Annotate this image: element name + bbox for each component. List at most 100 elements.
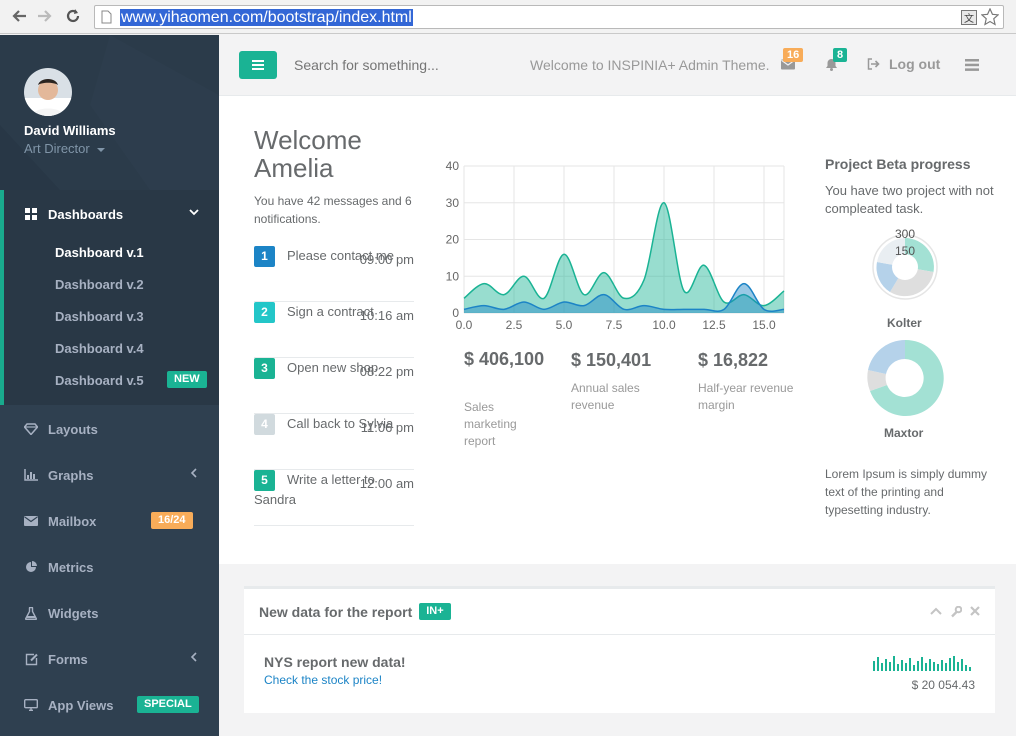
menu-dashboards-section	[0, 190, 219, 405]
report-badge: IN+	[419, 603, 451, 620]
sidebar-item-mailbox[interactable]: Mailbox	[0, 501, 219, 541]
wrench-icon[interactable]	[950, 606, 962, 618]
sidebar-item-label: Forms	[48, 651, 88, 667]
browser-toolbar: www.yihaomen.com/bootstrap/index.html 文	[0, 0, 1016, 34]
report-box-title: New data for the report IN+	[259, 603, 451, 620]
envelope-icon	[23, 514, 39, 528]
profile-name[interactable]: David Williams	[24, 123, 116, 138]
back-button[interactable]	[8, 5, 30, 27]
stat-label-annual: Annual sales revenue	[571, 381, 640, 412]
task-time: 10:16 am	[359, 308, 414, 323]
task-item[interactable]: 1 Please contact me 09:00 pm	[254, 246, 414, 302]
diamond-icon	[23, 422, 39, 436]
project-title: Project Beta progress	[825, 156, 971, 172]
series-line-0	[463, 201, 785, 307]
y-tick-label: 30	[446, 196, 460, 210]
x-tick-label: 10.0	[652, 318, 676, 332]
address-bar[interactable]: www.yihaomen.com/bootstrap/index.html 文	[94, 5, 1004, 29]
url-text[interactable]: www.yihaomen.com/bootstrap/index.html	[120, 9, 413, 26]
sidebar-subitem-dashboard-v1[interactable]: Dashboard v.1	[55, 245, 144, 260]
sidebar-subitem-dashboard-v5[interactable]: Dashboard v.5	[55, 373, 144, 388]
box-tools	[930, 606, 980, 618]
x-tick-label: 0.0	[456, 318, 473, 332]
avatar-image	[24, 68, 72, 116]
task-text: Open new shop	[287, 359, 379, 375]
bar-chart-icon	[23, 468, 39, 482]
reload-button[interactable]	[62, 5, 84, 27]
forward-button[interactable]	[34, 5, 56, 27]
profile-role-text[interactable]: Art Director	[24, 141, 90, 156]
sidebar-subitem-dashboard-v3[interactable]: Dashboard v.3	[55, 309, 144, 324]
task-number: 3	[254, 358, 275, 379]
sidebar-item-forms[interactable]: Forms	[0, 639, 219, 679]
chevron-up-icon[interactable]	[930, 606, 942, 616]
menu-toggle-button[interactable]	[239, 51, 277, 79]
mailbox-badge: 16/24	[151, 512, 193, 529]
task-text: Sign a contract	[287, 303, 374, 319]
desktop-icon	[23, 698, 39, 712]
page-icon	[101, 10, 112, 24]
task-item[interactable]: 2 Sign a contract 10:16 am	[254, 302, 414, 358]
task-item[interactable]: 5 Write a letter to Sandra 12:00 am	[254, 470, 414, 526]
sidebar-item-layouts[interactable]: Layouts	[0, 409, 219, 449]
y-tick-label: 40	[446, 159, 460, 173]
sidebar-item-app-views[interactable]: App Views	[0, 685, 219, 725]
sidebar-subitem-dashboard-v2[interactable]: Dashboard v.2	[55, 277, 144, 292]
sidebar-item-widgets[interactable]: Widgets	[0, 593, 219, 633]
main-content: Welcome Amelia You have 42 messages and …	[219, 96, 1016, 564]
search-input[interactable]	[294, 57, 494, 73]
right-sidebar-toggle[interactable]	[965, 59, 979, 71]
stock-price-link[interactable]: Check the stock price!	[264, 673, 383, 687]
task-item[interactable]: 3 Open new shop 08:22 pm	[254, 358, 414, 414]
task-time: 11:06 pm	[360, 420, 414, 435]
hamburger-icon	[252, 60, 264, 70]
profile-role[interactable]: Art Director	[24, 141, 106, 156]
logout-label: Log out	[889, 56, 941, 72]
maxtor-label: Maxtor	[884, 426, 924, 440]
profile-background-pattern	[0, 35, 219, 190]
x-tick-label: 15.0	[752, 318, 776, 332]
project-description: Lorem Ipsum is simply dummy text of the …	[825, 467, 988, 517]
report-heading: NYS report new data!	[264, 654, 406, 670]
new-badge: NEW	[167, 371, 207, 388]
sidebar-item-label: App Views	[48, 697, 114, 713]
task-text: Write a letter to Sandra	[254, 471, 375, 507]
sidebar-item-graphs[interactable]: Graphs	[0, 455, 219, 495]
task-item[interactable]: 4 Call back to Sylvia 11:06 pm	[254, 414, 414, 470]
task-time: 09:00 pm	[359, 252, 414, 267]
series-area-0	[464, 202, 784, 313]
area-chart: 0 10 20 30 40 0.0 2.5 5.0 7.5 10.0 12.5 15.0	[434, 156, 794, 341]
sidebar-item-dashboards[interactable]: Dashboards	[0, 194, 219, 234]
alerts-count: 8	[833, 48, 848, 62]
sparkline-chart	[873, 653, 975, 671]
sidebar-subitem-dashboard-v4[interactable]: Dashboard v.4	[55, 341, 144, 356]
task-number: 4	[254, 414, 275, 435]
task-number: 5	[254, 470, 275, 491]
chevron-left-icon	[190, 468, 197, 478]
y-tick-label: 10	[446, 269, 460, 283]
chevron-down-icon	[189, 209, 199, 216]
stat-label-margin: Half-year revenue margin	[698, 381, 794, 412]
x-tick-label: 5.0	[556, 318, 573, 332]
logout-button[interactable]: Log out	[867, 56, 940, 72]
translate-icon: 文	[961, 10, 977, 25]
stat-value-annual: $ 150,401	[571, 350, 652, 370]
series-line-1	[463, 282, 785, 312]
kolter-label: Kolter	[887, 316, 922, 330]
sign-out-icon	[867, 58, 880, 70]
avatar[interactable]	[24, 68, 72, 116]
chevron-left-icon	[190, 652, 197, 662]
sidebar-item-label: Mailbox	[48, 513, 97, 529]
close-icon[interactable]	[970, 606, 980, 616]
x-tick-label: 12.5	[702, 318, 726, 332]
top-navbar: Welcome to INSPINIA+ Admin Theme. 16 8 L…	[219, 35, 1016, 96]
special-badge: SPECIAL	[137, 696, 199, 713]
star-icon	[981, 8, 999, 26]
caret-down-icon	[97, 147, 106, 152]
welcome-subtitle: You have 42 messages and 6 notifications…	[254, 194, 412, 226]
sidebar-item-metrics[interactable]: Metrics	[0, 547, 219, 587]
forward-arrow-icon	[38, 10, 52, 22]
welcome-title: Welcome Amelia	[254, 125, 362, 183]
report-title-text: New data for the report	[259, 603, 413, 620]
pie-chart-icon	[23, 560, 39, 574]
